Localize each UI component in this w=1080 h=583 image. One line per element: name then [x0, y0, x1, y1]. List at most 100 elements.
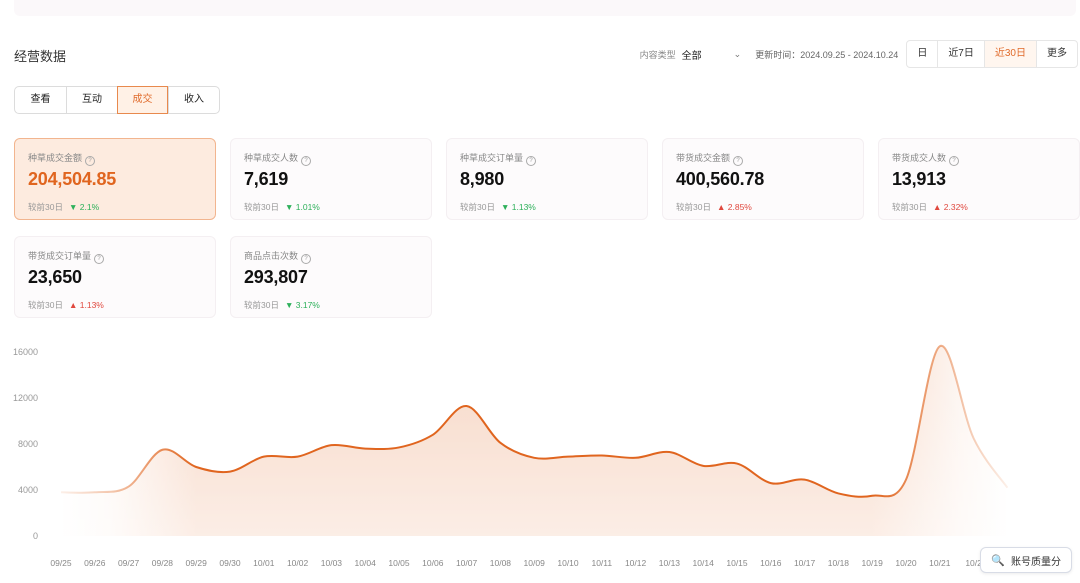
metric-compare: 较前30日 ▲ 1.13%	[28, 300, 104, 310]
tab-deal[interactable]: 成交	[117, 86, 168, 114]
data-point[interactable]	[869, 493, 875, 499]
help-icon[interactable]: ?	[301, 156, 312, 166]
tab-view[interactable]: 查看	[30, 94, 51, 105]
metric-card[interactable]: 种草成交金额? 204,504.85 较前30日 ▼ 2.1%	[14, 138, 216, 220]
y-tick-label: 16000	[13, 347, 38, 357]
help-icon[interactable]: ?	[733, 156, 744, 166]
page-title: 经营数据	[14, 49, 67, 64]
y-tick-label: 4000	[18, 485, 38, 495]
data-point[interactable]	[227, 469, 233, 475]
metric-compare: 较前30日 ▲ 2.32%	[892, 202, 968, 212]
data-point[interactable]	[903, 477, 909, 483]
x-tick-label: 10/21	[929, 558, 951, 568]
data-point[interactable]	[92, 489, 98, 495]
x-tick-label: 10/03	[321, 558, 343, 568]
x-tick-label: 10/02	[287, 558, 309, 568]
data-point[interactable]	[159, 447, 165, 453]
header-controls: 内容类型 全部 ⌄ 更新时间：2024.09.25 - 2024.10.24 日…	[640, 40, 1078, 68]
data-point[interactable]	[734, 461, 740, 467]
metric-value: 7,619	[244, 169, 289, 189]
account-quality-label: 账号质量分	[1011, 556, 1061, 568]
y-tick-label: 8000	[18, 439, 38, 449]
content-type-select[interactable]: 全部	[681, 50, 702, 62]
data-point[interactable]	[633, 455, 639, 461]
data-point[interactable]	[396, 444, 402, 450]
tab-income[interactable]: 收入	[168, 87, 219, 113]
top-banner	[14, 0, 1076, 16]
data-point[interactable]	[971, 435, 977, 441]
metric-label: 带货成交订单量?	[28, 249, 105, 264]
metric-compare: 较前30日 ▼ 2.1%	[28, 202, 100, 212]
metric-change: ▲ 2.85%	[716, 202, 752, 212]
y-tick-label: 0	[33, 531, 38, 541]
x-tick-label: 10/16	[760, 558, 782, 568]
data-point[interactable]	[261, 454, 267, 460]
data-point[interactable]	[58, 489, 64, 495]
x-tick-label: 10/04	[355, 558, 377, 568]
range-day[interactable]: 日	[917, 48, 928, 59]
metric-card[interactable]: 种草成交人数? 7,619 较前30日 ▼ 1.01%	[230, 138, 432, 220]
x-tick-label: 10/20	[895, 558, 917, 568]
data-point[interactable]	[666, 449, 672, 455]
data-point[interactable]	[497, 440, 503, 446]
data-point[interactable]	[599, 453, 605, 459]
x-tick-label: 09/26	[84, 558, 106, 568]
x-tick-label: 10/10	[557, 558, 579, 568]
help-icon[interactable]: ?	[949, 156, 960, 166]
data-point[interactable]	[328, 442, 334, 448]
data-point[interactable]	[126, 484, 132, 490]
metric-card[interactable]: 带货成交订单量? 23,650 较前30日 ▲ 1.13%	[14, 236, 216, 318]
range-7d[interactable]: 近7日	[937, 41, 984, 67]
metric-value: 400,560.78	[676, 169, 765, 189]
metric-change: ▼ 3.17%	[284, 300, 320, 310]
data-point[interactable]	[295, 454, 301, 460]
data-point[interactable]	[802, 477, 808, 483]
metric-change: ▼ 1.13%	[500, 202, 536, 212]
tab-interaction[interactable]: 互动	[66, 87, 117, 113]
data-point[interactable]	[700, 463, 706, 469]
x-tick-label: 09/29	[186, 558, 208, 568]
help-icon[interactable]: ?	[301, 254, 312, 264]
x-tick-label: 10/09	[524, 558, 546, 568]
x-tick-label: 10/01	[253, 558, 275, 568]
metric-label: 带货成交人数?	[892, 151, 960, 166]
data-point[interactable]	[835, 490, 841, 496]
range-more[interactable]: 更多	[1036, 41, 1077, 67]
range-30d[interactable]: 近30日	[983, 41, 1036, 67]
metric-value: 204,504.85	[28, 169, 117, 189]
metric-label: 种草成交订单量?	[460, 151, 537, 166]
metric-card[interactable]: 商品点击次数? 293,807 较前30日 ▼ 3.17%	[230, 236, 432, 318]
data-point[interactable]	[1004, 485, 1010, 491]
x-tick-label: 10/14	[693, 558, 715, 568]
metric-card[interactable]: 带货成交人数? 13,913 较前30日 ▲ 2.32%	[878, 138, 1080, 220]
y-tick-label: 12000	[13, 393, 38, 403]
metric-card[interactable]: 种草成交订单量? 8,980 较前30日 ▼ 1.13%	[446, 138, 648, 220]
x-tick-label: 10/17	[794, 558, 816, 568]
x-tick-label: 10/15	[726, 558, 748, 568]
data-point[interactable]	[768, 480, 774, 486]
metric-tabs: 查看 互动 成交 收入	[14, 86, 220, 114]
account-quality-button[interactable]: 🔍 账号质量分	[980, 547, 1072, 573]
metric-value: 13,913	[892, 169, 946, 189]
data-point[interactable]	[362, 446, 368, 452]
metric-value: 8,980	[460, 169, 505, 189]
data-point[interactable]	[193, 464, 199, 470]
chevron-down-icon[interactable]: ⌄	[733, 48, 742, 59]
data-point[interactable]	[565, 454, 571, 460]
data-point[interactable]	[430, 432, 436, 438]
metric-change: ▼ 1.01%	[284, 202, 320, 212]
help-icon[interactable]: ?	[85, 156, 96, 166]
help-icon[interactable]: ?	[94, 254, 105, 264]
metric-card[interactable]: 带货成交金额? 400,560.78 较前30日 ▲ 2.85%	[662, 138, 864, 220]
metric-value: 293,807	[244, 267, 308, 287]
x-tick-label: 09/28	[152, 558, 174, 568]
data-point[interactable]	[464, 403, 470, 409]
x-tick-label: 10/13	[659, 558, 681, 568]
data-point[interactable]	[937, 343, 943, 349]
metric-value: 23,650	[28, 267, 82, 287]
metric-compare: 较前30日 ▼ 3.17%	[244, 300, 320, 310]
metric-label: 带货成交金额?	[676, 151, 744, 166]
data-point[interactable]	[531, 455, 537, 461]
metric-label: 商品点击次数?	[244, 249, 312, 264]
help-icon[interactable]: ?	[526, 156, 537, 166]
